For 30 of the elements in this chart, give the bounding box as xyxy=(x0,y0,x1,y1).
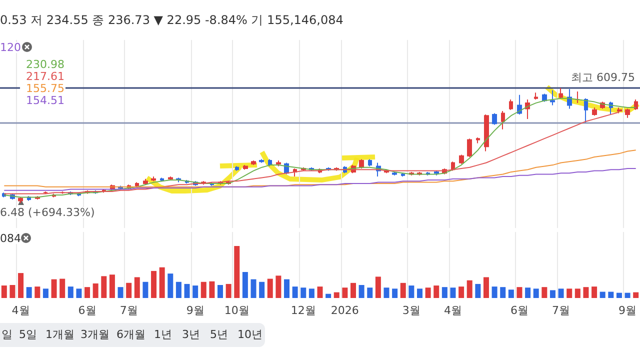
text: 230.98 xyxy=(26,58,64,71)
text: 1년 xyxy=(154,328,172,341)
ref-line-label: 최고 609.75 xyxy=(571,71,635,84)
text: 5일 xyxy=(19,328,37,341)
x-tick-label: 4월 xyxy=(12,304,30,317)
x-tick-label: 4월 xyxy=(444,304,462,317)
text: 155.75 xyxy=(26,82,64,95)
text: 084 xyxy=(0,232,21,245)
text: 3년 xyxy=(182,328,200,341)
x-tick-label: 2026 xyxy=(330,304,359,317)
x-tick-label: 12월 xyxy=(290,304,316,317)
text: 154.51 xyxy=(26,94,64,107)
x-tick-label: 10월 xyxy=(224,304,250,317)
text: 일 xyxy=(2,328,12,341)
text: 5년 xyxy=(210,328,228,341)
text: 6개월 xyxy=(116,328,146,341)
x-tick-label: 9월 xyxy=(618,304,637,317)
text: 3개월 xyxy=(80,328,110,341)
x-tick-label: 9월 xyxy=(186,304,204,317)
x-tick-label: 7월 xyxy=(120,304,138,317)
text: 120 xyxy=(0,41,21,54)
text: 217.61 xyxy=(26,70,64,83)
x-tick-label: 3월 xyxy=(402,304,420,317)
text: 6.48 (+694.33%) xyxy=(0,206,95,219)
x-tick-label: 6월 xyxy=(510,304,528,317)
text: 0.53 저 234.55 종 236.73 ▼ 22.95 -8.84% 기 155,146,084 xyxy=(0,13,344,27)
x-tick-label: 6월 xyxy=(78,304,96,317)
text: 1개월 xyxy=(46,328,74,341)
x-tick-label: 7월 xyxy=(552,304,570,317)
text: 10년 xyxy=(238,328,262,341)
